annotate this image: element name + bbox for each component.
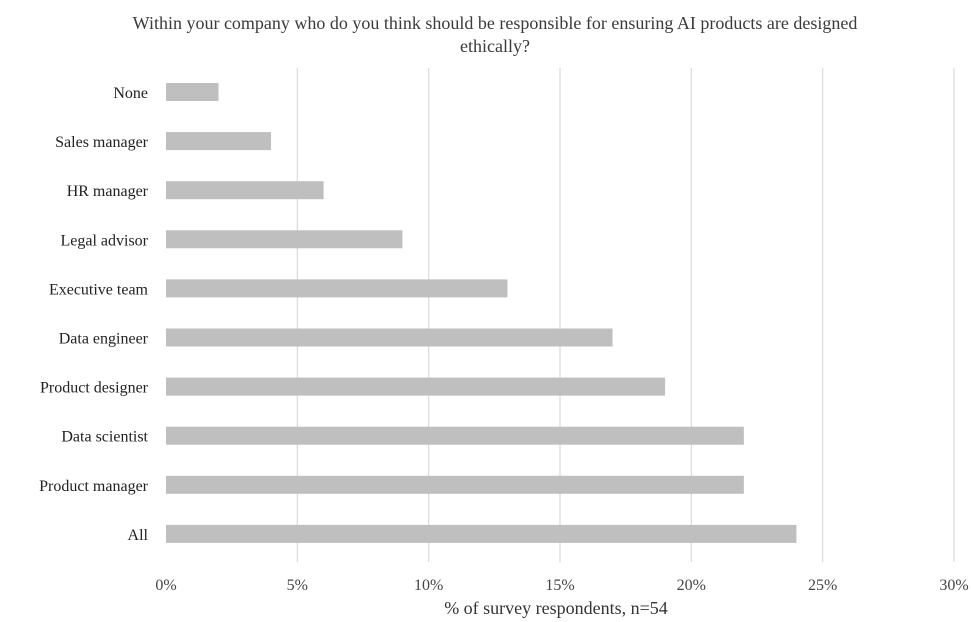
x-tick-label: 15% [545, 577, 574, 594]
category-label: Sales manager [55, 134, 149, 151]
bar [166, 377, 666, 396]
category-label: Product manager [39, 478, 149, 495]
x-tick-label: 0% [155, 577, 176, 594]
category-label: Data scientist [61, 429, 148, 446]
category-axis-labels: None Sales manager HR manager Legal advisor… [39, 85, 149, 544]
bar [166, 83, 219, 101]
bar-series [166, 83, 797, 543]
bar [166, 230, 403, 249]
bar [166, 132, 272, 151]
x-tick-label: 20% [677, 577, 706, 594]
bar [166, 279, 508, 298]
category-label: None [113, 85, 148, 102]
bar [166, 475, 744, 494]
bar [166, 426, 744, 445]
category-label: Legal advisor [60, 232, 148, 249]
category-label: HR manager [67, 183, 149, 200]
x-tick-label: 5% [287, 577, 308, 594]
category-label: Executive team [49, 281, 149, 298]
bar [166, 524, 797, 543]
x-tick-label: 25% [808, 577, 837, 594]
category-label: Product designer [40, 380, 149, 397]
chart-title: Within your company who do you think sho… [133, 13, 858, 56]
chart-title-line-2: ethically? [460, 36, 530, 56]
bar [166, 181, 324, 200]
x-tick-label: 30% [939, 577, 968, 594]
chart-title-line-1: Within your company who do you think sho… [133, 13, 858, 33]
category-label: Data engineer [59, 331, 149, 348]
x-axis-title: % of survey respondents, n=54 [444, 598, 668, 618]
category-label: All [128, 527, 149, 544]
bar [166, 328, 613, 347]
value-axis-tick-labels: 0% 5% 10% 15% 20% 25% 30% [155, 577, 968, 594]
x-tick-label: 10% [414, 577, 443, 594]
